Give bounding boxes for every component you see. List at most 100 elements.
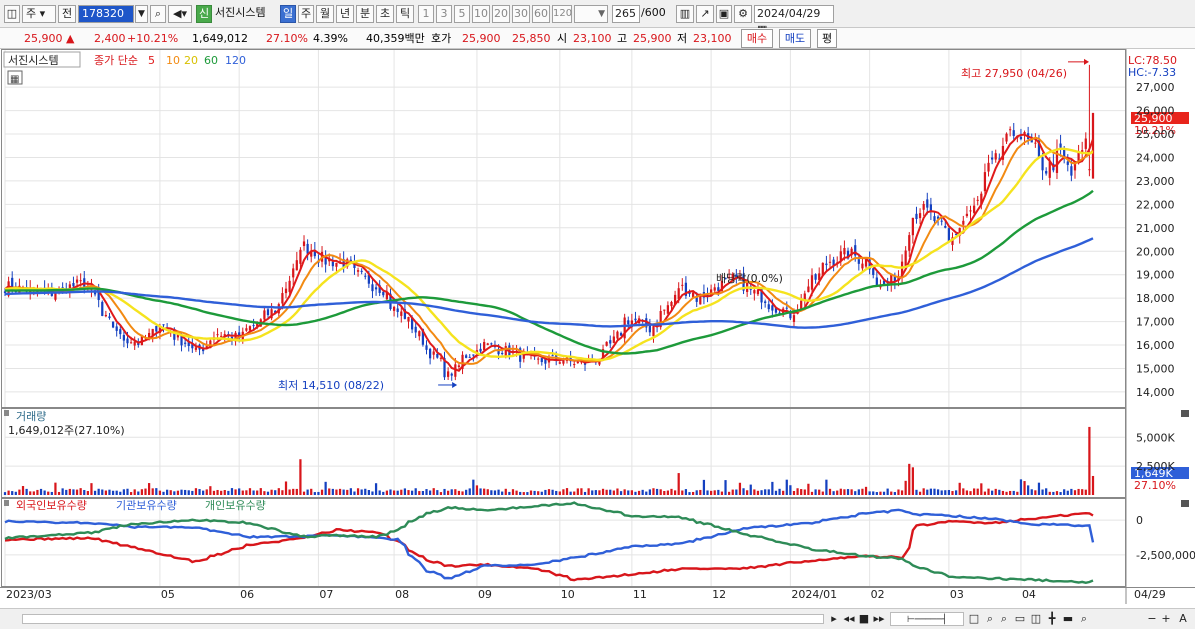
low-annotation: 최저 14,510 (08/22) <box>278 379 384 392</box>
candle-body <box>684 282 688 296</box>
candle-body <box>987 162 990 172</box>
volume-tick-label: 5,000K <box>1136 431 1175 444</box>
scroll-track[interactable] <box>22 614 824 624</box>
candle-body <box>266 309 270 316</box>
search-zoom-icon[interactable]: ⌕ <box>1080 612 1088 625</box>
high-arrow-head <box>1084 58 1089 65</box>
interval-30[interactable]: 30 <box>512 5 530 23</box>
candle-body <box>465 355 468 358</box>
candle-body <box>216 334 219 336</box>
volume-bar <box>771 481 774 495</box>
candle-body <box>129 342 133 344</box>
period-day[interactable]: 일 <box>280 5 296 23</box>
candle-body <box>792 315 796 322</box>
interval-60[interactable]: 60 <box>532 5 550 23</box>
volume-bar <box>443 488 446 495</box>
save-icon[interactable]: ▣ <box>716 5 732 23</box>
market-select[interactable]: 주 ▾ <box>22 5 56 23</box>
speaker-icon[interactable]: ◀▾ <box>168 5 192 23</box>
zoom-slider[interactable]: ⊢─────┤ <box>890 612 964 626</box>
scroll-right-icon[interactable]: ▸ <box>831 612 837 625</box>
volume-bar <box>691 491 695 495</box>
stock-chart[interactable]: 서진시스템 종가 단순 5 10 20 60 120 ▦ LC:78.50 HC… <box>0 49 1195 608</box>
flat-button[interactable]: 평 <box>817 29 837 48</box>
volume-bar <box>202 490 205 495</box>
period-week[interactable]: 주 <box>298 5 314 23</box>
candle-body <box>659 311 662 328</box>
fast-forward-icon[interactable]: ▸▸ <box>873 612 885 625</box>
volume-bar <box>371 491 374 495</box>
table-icon[interactable] <box>7 70 23 85</box>
volume-bar <box>353 491 356 495</box>
line-icon[interactable]: ▬ <box>1062 612 1074 625</box>
candle-body <box>1045 171 1048 174</box>
volume-bar <box>587 488 590 495</box>
candle-body <box>443 358 446 378</box>
buy-button[interactable]: 매수 <box>741 29 773 48</box>
window-icon[interactable]: ◫ <box>4 5 20 23</box>
font-size-icon[interactable]: A <box>1179 612 1187 625</box>
interval-dropdown[interactable]: ▼ <box>574 5 608 23</box>
open-label: 시 <box>557 32 568 45</box>
date-input[interactable]: 2024/04/29 ▦ <box>754 5 834 36</box>
drawing-tool-icon[interactable]: ↗ <box>696 5 714 23</box>
count-input[interactable]: 265 <box>612 5 640 23</box>
stop-icon[interactable]: ■ <box>858 612 870 625</box>
volume-bar <box>612 490 615 495</box>
volume-bar <box>320 489 324 495</box>
minus-icon[interactable]: − <box>1147 612 1157 625</box>
volume-bar <box>573 491 576 495</box>
candle-body <box>695 296 698 302</box>
period-tick[interactable]: 틱 <box>396 5 414 23</box>
period-year[interactable]: 년 <box>336 5 354 23</box>
ma5-line <box>4 133 1094 373</box>
interval-5[interactable]: 5 <box>454 5 470 23</box>
sell-button[interactable]: 매도 <box>779 29 811 48</box>
candle-body <box>576 361 579 364</box>
interval-10[interactable]: 10 <box>472 5 490 23</box>
volume-bar <box>483 488 486 495</box>
volume-bar <box>1063 489 1066 495</box>
ma20-line <box>4 147 1094 362</box>
volume-bar <box>933 488 936 495</box>
volume-bar <box>911 467 914 495</box>
volume-bar <box>926 489 929 495</box>
candle-body <box>75 279 79 283</box>
stock-code-input[interactable]: 178320 <box>78 5 134 23</box>
prev-button[interactable]: 전 <box>58 5 76 23</box>
candle-body <box>194 347 198 350</box>
gear-icon[interactable]: ⚙ <box>734 5 752 23</box>
interval-1[interactable]: 1 <box>418 5 434 23</box>
volume-bar <box>108 489 111 495</box>
volume-bar <box>212 490 216 495</box>
price-tick-label: 25,000 <box>1136 128 1175 141</box>
lock-icon[interactable]: ▭ <box>1014 612 1026 625</box>
candle-body <box>756 289 760 295</box>
interval-3[interactable]: 3 <box>436 5 452 23</box>
interval-20[interactable]: 20 <box>492 5 510 23</box>
search-icon[interactable]: ⌕ <box>150 5 166 23</box>
volume-bar <box>825 479 828 495</box>
period-minute[interactable]: 분 <box>356 5 374 23</box>
plus-icon[interactable]: + <box>1161 612 1171 625</box>
volume-bar <box>868 491 871 495</box>
rewind-icon[interactable]: ◂◂ <box>843 612 855 625</box>
interval-120[interactable]: 120 <box>552 5 572 23</box>
square-icon[interactable]: □ <box>968 612 980 625</box>
candle-body <box>1088 169 1091 171</box>
expand-icon[interactable]: ◫ <box>1030 612 1042 625</box>
code-dropdown-icon[interactable]: ▼ <box>135 5 148 23</box>
panel-handle-icon <box>4 410 9 416</box>
volume-bar <box>450 489 453 495</box>
volume-bar <box>529 490 533 495</box>
market-label: 주 <box>26 7 37 20</box>
period-month[interactable]: 월 <box>316 5 334 23</box>
zoom-in-icon[interactable]: ⌕ <box>1000 612 1008 625</box>
crosshair-icon[interactable]: ╋ <box>1048 612 1056 625</box>
candle-body <box>951 237 954 245</box>
candle-body <box>461 354 464 369</box>
zoom-out-icon[interactable]: ⌕ <box>986 612 994 625</box>
period-second[interactable]: 초 <box>376 5 394 23</box>
volume-bar <box>468 488 471 495</box>
candle-type-icon[interactable]: ▥ <box>676 5 694 23</box>
